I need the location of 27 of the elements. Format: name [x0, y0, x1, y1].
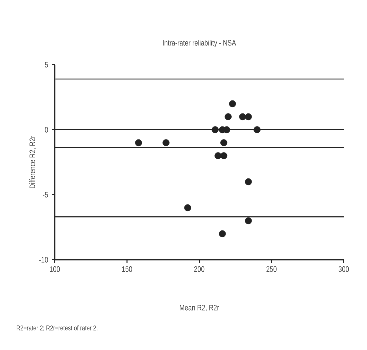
x-axis-title: Mean R2, R2r	[180, 305, 220, 312]
point	[214, 152, 222, 160]
point	[224, 113, 232, 120]
y-tick-label: 5	[45, 62, 48, 68]
x-tick-label: 150	[122, 266, 132, 272]
y-tick-label: 0	[45, 127, 48, 133]
point	[162, 139, 170, 146]
x-tick-label: 200	[194, 266, 205, 272]
x-tick-label: 250	[266, 266, 277, 272]
point	[245, 113, 252, 120]
point	[245, 178, 252, 186]
y-tick-label: -10	[40, 257, 48, 263]
point	[220, 152, 228, 160]
point	[220, 139, 228, 146]
point	[229, 100, 236, 108]
point	[135, 139, 142, 146]
point	[245, 217, 252, 224]
y-tick-label: -5	[43, 192, 48, 198]
x-tick-label: 100	[50, 266, 60, 272]
point	[254, 126, 261, 134]
y-axis-title: Difference R2, R2r	[30, 136, 36, 188]
point	[184, 204, 192, 212]
point	[212, 126, 219, 134]
point	[239, 113, 246, 120]
x-tick-label: 300	[338, 266, 350, 272]
point	[219, 230, 226, 238]
chart-title: Intra-rater reliability - NSA	[163, 40, 236, 48]
